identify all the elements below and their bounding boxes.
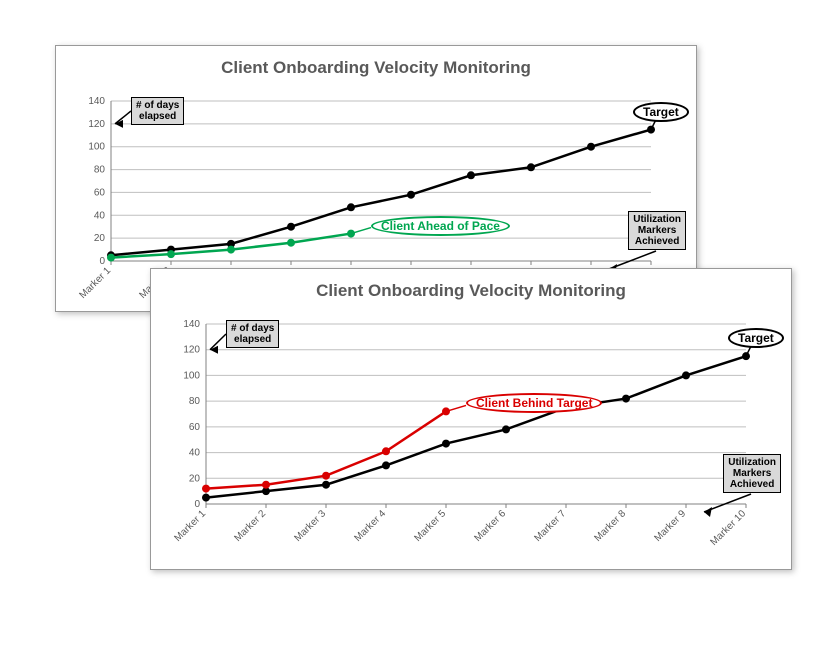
ahead-callout: Client Ahead of Pace [371,216,510,236]
svg-text:Marker 10: Marker 10 [709,508,749,548]
svg-text:140: 140 [88,96,105,107]
chart-svg-behind: 020406080100120140Marker 1Marker 2Marker… [151,269,791,569]
svg-text:Marker 7: Marker 7 [532,508,568,544]
days-elapsed-annotation: # of dayselapsed [131,97,184,125]
svg-text:140: 140 [183,319,200,330]
target-callout: Target [633,102,689,122]
svg-text:Marker 8: Marker 8 [592,508,628,544]
svg-text:Marker 3: Marker 3 [292,508,328,544]
svg-text:100: 100 [88,142,105,153]
chart-panel-behind: Client Onboarding Velocity Monitoring 02… [150,268,792,570]
svg-text:40: 40 [189,448,201,459]
svg-text:60: 60 [189,422,201,433]
svg-text:20: 20 [94,233,106,244]
svg-text:80: 80 [94,165,106,176]
svg-text:Marker 5: Marker 5 [412,508,448,544]
svg-text:120: 120 [88,119,105,130]
utilization-annotation: UtilizationMarkersAchieved [723,454,781,493]
svg-text:60: 60 [94,187,106,198]
svg-text:Marker 9: Marker 9 [652,508,688,544]
target-callout: Target [728,328,784,348]
days-elapsed-annotation: # of dayselapsed [226,320,279,348]
svg-text:Marker 2: Marker 2 [232,508,268,544]
svg-text:Marker 1: Marker 1 [77,265,113,301]
svg-text:Marker 6: Marker 6 [472,508,508,544]
utilization-annotation: UtilizationMarkersAchieved [628,211,686,250]
svg-text:20: 20 [189,473,201,484]
svg-text:Marker 4: Marker 4 [352,508,388,544]
svg-text:120: 120 [183,345,200,356]
svg-text:80: 80 [189,396,201,407]
svg-text:40: 40 [94,210,106,221]
svg-text:100: 100 [183,370,200,381]
svg-text:Marker 1: Marker 1 [172,508,208,544]
